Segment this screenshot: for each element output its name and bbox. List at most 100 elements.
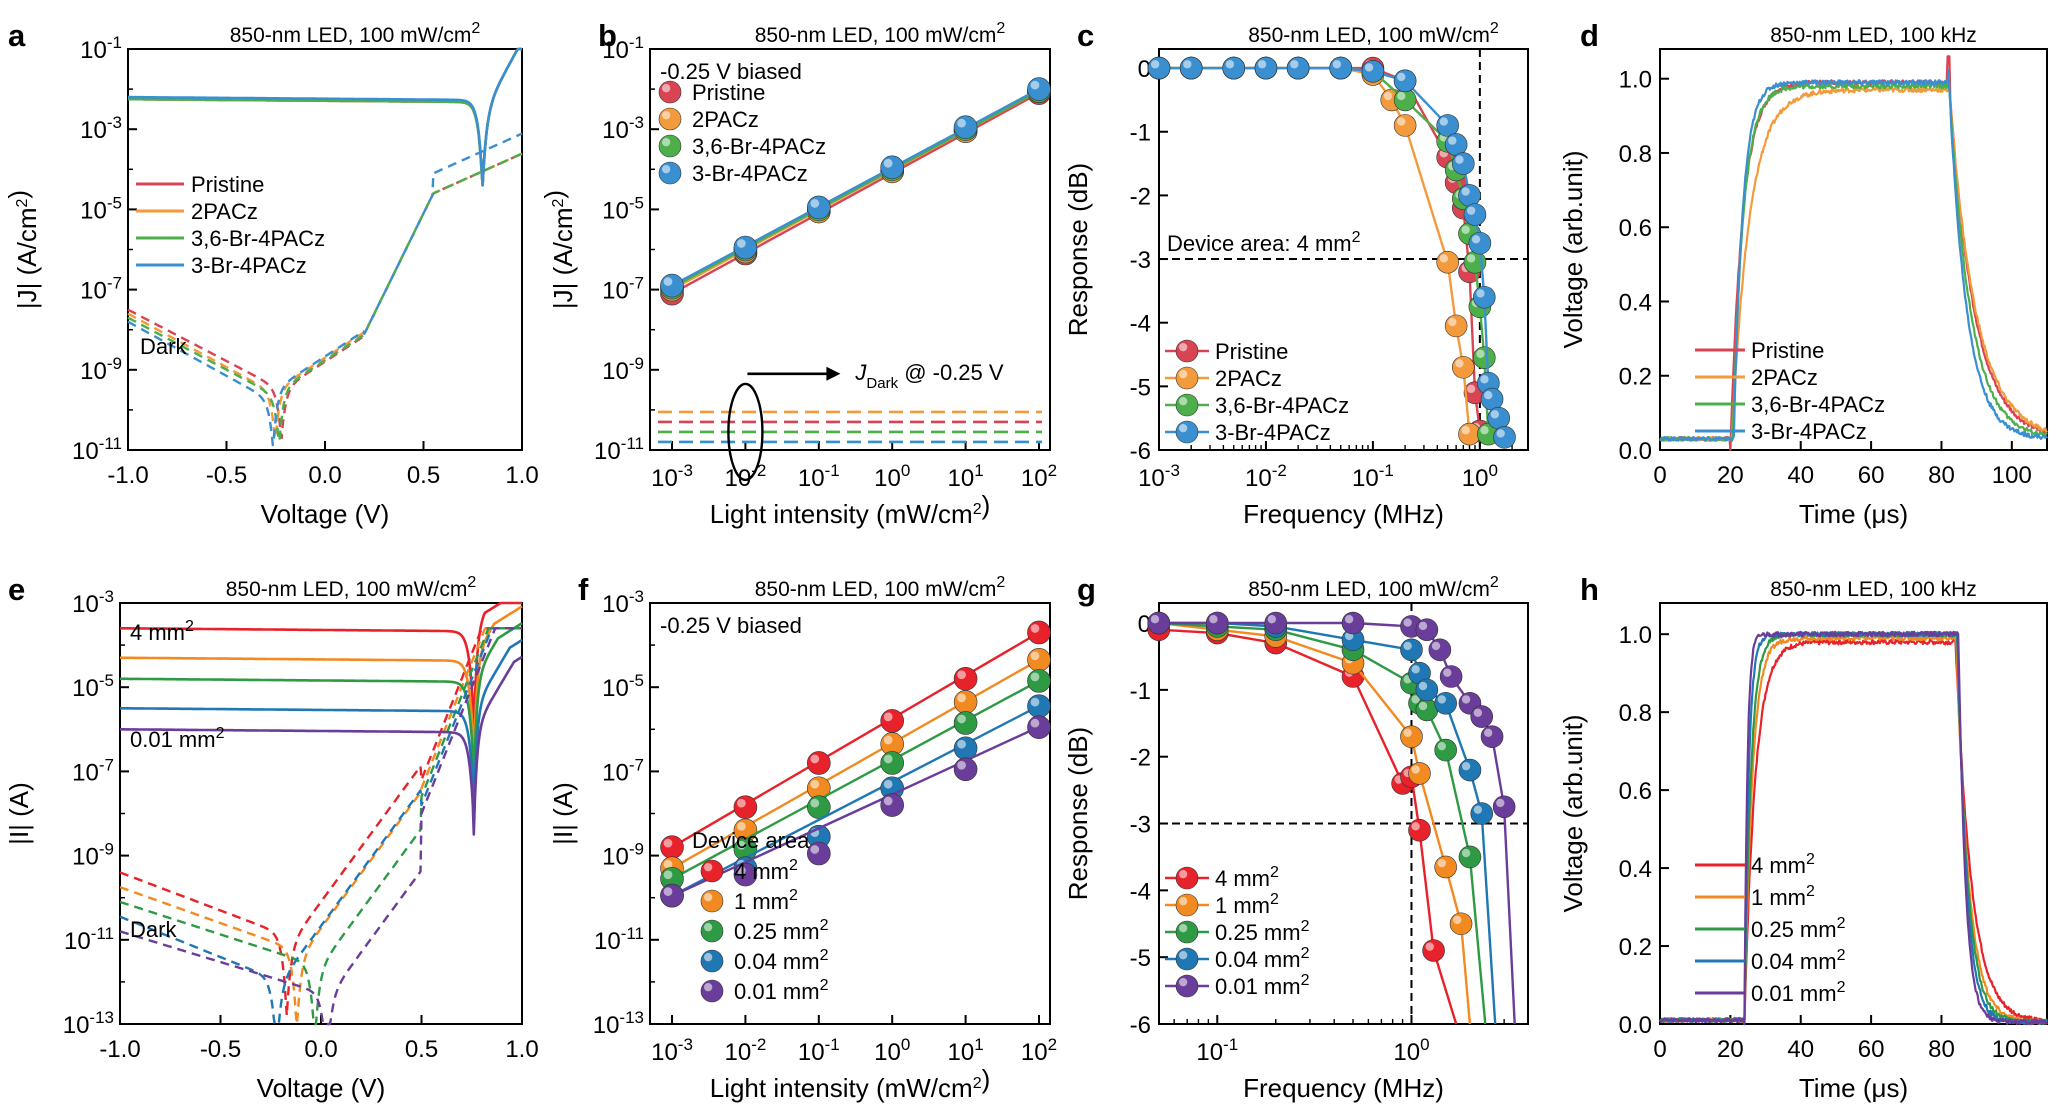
bias-note-b: -0.25 V biased: [660, 59, 802, 84]
data-point-f-highlight: [737, 866, 746, 875]
y-tick-label-g: -5: [1130, 945, 1151, 972]
y-tick-label-h: 0.0: [1619, 1012, 1652, 1039]
x-tick-label-h: 60: [1858, 1036, 1885, 1063]
panel-letter-b: b: [598, 18, 617, 53]
x-tick-label-d: 20: [1717, 462, 1744, 489]
x-tick-label-b: 101: [948, 461, 984, 492]
data-point-g: [1434, 855, 1457, 879]
data-point-g-highlight: [1418, 701, 1428, 711]
y-tick-label-e: 10-13: [63, 1008, 114, 1039]
y-tick-label-h: 0.2: [1619, 934, 1652, 961]
data-point-f-highlight: [883, 712, 893, 722]
data-point-g: [1264, 611, 1288, 635]
panel-title-e: 850-nm LED, 100 mW/cm2: [226, 574, 477, 601]
legend-marker-c: [1175, 420, 1199, 444]
data-point-b: [733, 235, 758, 260]
legend-label-b: 3,6-Br-4PACz: [692, 134, 826, 159]
data-point-c-highlight: [1448, 317, 1457, 327]
x-tick-label-g: 10-1: [1196, 1035, 1238, 1066]
legend-label-h: 4 mm2: [1751, 851, 1815, 878]
y-tick-label-f: 10-3: [602, 587, 644, 618]
y-tick-label-c: -4: [1130, 311, 1151, 338]
y-tick-label-d: 0.6: [1619, 215, 1652, 242]
y-tick-label-c: -1: [1130, 120, 1151, 147]
data-point-g: [1492, 795, 1516, 819]
data-point-c: [1393, 114, 1417, 137]
data-point-b-highlight: [1030, 80, 1040, 90]
data-point-g-highlight: [1425, 942, 1434, 951]
transient-curve-h-2: [1659, 630, 2048, 1026]
y-tick-label-c: -2: [1130, 183, 1151, 210]
x-tick-label-a: 0.5: [407, 462, 440, 489]
data-point-c: [1480, 387, 1504, 411]
data-point-c-highlight: [1225, 60, 1235, 69]
dark-curve-a-1: [127, 152, 523, 440]
y-tick-label-g: -3: [1130, 812, 1151, 839]
y-tick-label-b: 10-7: [602, 274, 644, 305]
y-tick-label-b: 10-11: [594, 434, 644, 465]
fit-line-f-0: [667, 629, 1044, 851]
data-point-f: [660, 835, 684, 859]
data-point-f-highlight: [957, 739, 966, 749]
data-point-c: [1147, 56, 1171, 80]
data-point-c: [1286, 56, 1310, 80]
light-curve-a-2: [127, 47, 523, 187]
legend-marker-b-highlight: [661, 110, 671, 120]
x-tick-label-d: 0: [1653, 462, 1666, 489]
data-point-g: [1480, 725, 1504, 748]
data-point-b-highlight: [663, 277, 673, 286]
data-point-c-highlight: [1476, 349, 1485, 359]
y-tick-label-a: 10-5: [80, 193, 122, 224]
data-point-c-highlight: [1471, 235, 1481, 244]
y-tick-label-g: -1: [1130, 678, 1151, 705]
legend-marker-c-highlight: [1178, 423, 1188, 433]
data-point-f-highlight: [663, 859, 673, 869]
x-tick-label-g: 100: [1393, 1035, 1429, 1066]
legend-marker-b-highlight: [661, 137, 671, 147]
data-point-f-highlight: [883, 796, 893, 806]
data-point-c: [1393, 88, 1417, 112]
legend-label-g: 4 mm2: [1215, 864, 1279, 891]
data-point-g-highlight: [1411, 765, 1420, 774]
dark-annotation-e: Dark: [130, 917, 177, 942]
data-point-f: [953, 711, 978, 735]
data-point-c-highlight: [1455, 155, 1464, 164]
legend-marker-g: [1175, 866, 1199, 890]
legend-marker-f-highlight: [703, 952, 713, 962]
x-tick-label-d: 100: [1992, 462, 2032, 489]
x-axis-label-c: Frequency (MHz): [1243, 499, 1444, 529]
data-point-b: [807, 195, 831, 220]
data-point-g-highlight: [1461, 695, 1471, 704]
panel-title-f: 850-nm LED, 100 mW/cm2: [755, 574, 1006, 601]
data-point-c: [1452, 355, 1475, 379]
data-point-f-highlight: [810, 845, 820, 854]
data-point-b-highlight: [810, 199, 820, 208]
x-axis-label-e: Voltage (V): [257, 1073, 386, 1103]
legend-label-a: 3-Br-4PACz: [191, 253, 307, 278]
y-tick-label-a: 10-7: [80, 274, 122, 305]
data-point-c: [1487, 406, 1511, 430]
light-curve-a-0: [127, 47, 523, 187]
legend-label-h: 0.01 mm2: [1751, 979, 1846, 1006]
legend-marker-c-highlight: [1178, 342, 1188, 352]
data-point-f-highlight: [883, 735, 893, 745]
device-area-note-c: Device area: 4 mm2: [1167, 229, 1361, 256]
data-point-g: [1458, 845, 1482, 869]
transient-curve-h-0: [1659, 638, 2048, 1026]
y-tick-label-a: 10-9: [80, 354, 122, 385]
data-point-b: [660, 273, 684, 298]
legend-label-g: 0.04 mm2: [1215, 945, 1310, 972]
data-point-g: [1408, 762, 1431, 785]
x-tick-label-e: -0.5: [200, 1036, 241, 1063]
x-tick-label-a: 0.0: [308, 462, 341, 489]
data-point-f-highlight: [1030, 672, 1040, 682]
legend-marker-f: [700, 859, 724, 883]
x-tick-label-f: 10-2: [724, 1035, 766, 1066]
data-point-b: [880, 155, 905, 180]
legend-title-f: Device area: [692, 828, 810, 853]
legend-label-c: 3-Br-4PACz: [1215, 420, 1331, 445]
data-point-g-highlight: [1461, 848, 1471, 858]
data-point-c: [1468, 231, 1492, 255]
legend-label-d: 3-Br-4PACz: [1751, 419, 1867, 444]
